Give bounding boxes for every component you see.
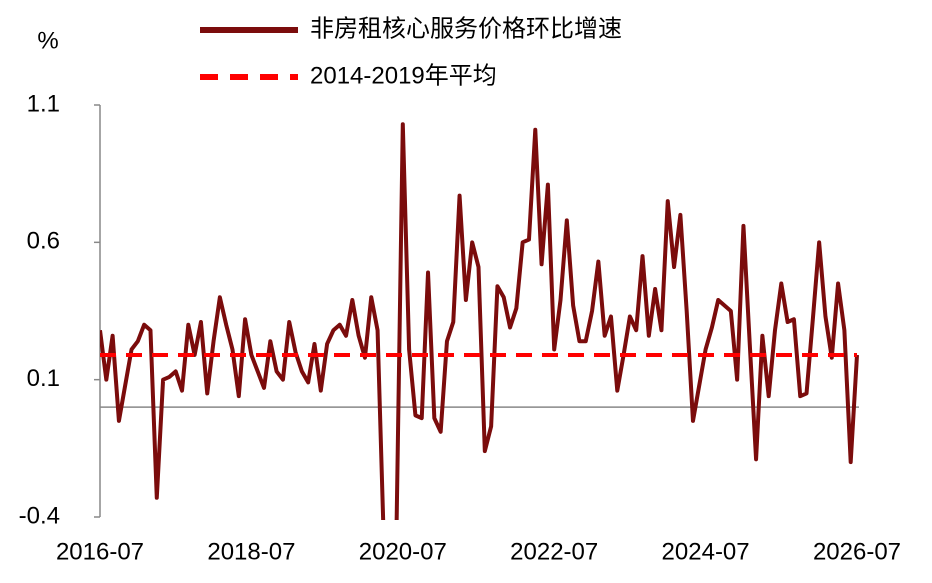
x-tick-label: 2020-07	[359, 538, 447, 565]
y-unit: %	[37, 27, 58, 54]
series-line	[100, 122, 859, 520]
x-tick-label: 2024-07	[662, 538, 750, 565]
legend-label: 2014-2019年平均	[310, 62, 497, 89]
x-tick-label: 2022-07	[510, 538, 598, 565]
x-tick-label: 2018-07	[207, 538, 295, 565]
y-tick-label: -0.4	[19, 502, 60, 529]
plot-area	[100, 122, 859, 520]
y-tick-label: 0.6	[27, 228, 60, 255]
x-tick-label: 2016-07	[56, 538, 144, 565]
y-tick-label: 0.1	[27, 365, 60, 392]
y-tick-label: 1.1	[27, 90, 60, 117]
legend-label: 非房租核心服务价格环比增速	[310, 15, 622, 42]
x-tick-label: 2026-07	[813, 538, 901, 565]
